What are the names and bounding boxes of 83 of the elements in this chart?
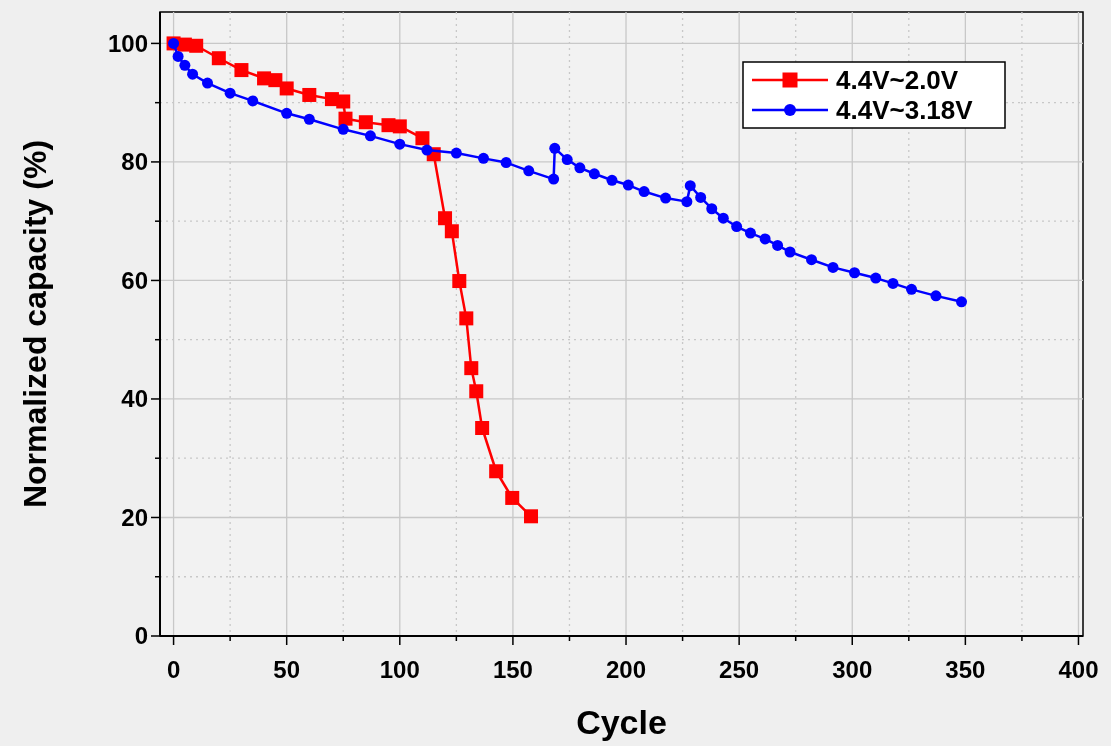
y-tick-label: 0: [134, 622, 148, 650]
point: [695, 191, 707, 203]
point: [234, 63, 249, 78]
point: [358, 115, 373, 130]
legend-label: 4.4V~3.18V: [836, 95, 974, 126]
point: [475, 421, 490, 435]
x-axis-title: Cycle: [576, 703, 667, 741]
x-tick-label: 400: [1058, 656, 1099, 683]
point: [478, 152, 489, 164]
x-tick-label: 200: [606, 656, 647, 683]
point: [189, 38, 204, 53]
point: [524, 509, 539, 524]
point: [549, 142, 561, 154]
point: [459, 311, 474, 326]
point: [772, 239, 784, 251]
point: [172, 50, 184, 62]
x-tick-label: 150: [492, 656, 533, 683]
point: [364, 130, 376, 142]
legend-label: 4.4V~2.0V: [836, 65, 959, 96]
point: [681, 196, 693, 208]
point: [827, 261, 839, 273]
point: [588, 168, 600, 180]
x-tick-label: 300: [832, 656, 873, 683]
point: [849, 267, 861, 279]
point: [622, 179, 634, 191]
point: [574, 162, 586, 174]
y-tick-label: 80: [121, 148, 148, 176]
point: [438, 211, 453, 226]
point: [505, 490, 520, 505]
point: [548, 173, 560, 185]
point: [281, 107, 293, 119]
point: [606, 174, 618, 186]
x-tick-label: 0: [166, 656, 181, 683]
y-tick-label: 100: [107, 29, 148, 57]
point: [394, 138, 406, 150]
x-tick-label: 350: [945, 656, 986, 683]
point: [638, 186, 650, 198]
point: [444, 224, 459, 239]
point: [684, 180, 696, 192]
point: [415, 131, 430, 146]
point: [731, 221, 743, 233]
point: [469, 384, 484, 399]
point: [336, 94, 351, 109]
point: [268, 73, 283, 88]
point: [452, 274, 467, 289]
x-tick-label: 250: [719, 656, 760, 683]
point: [717, 212, 729, 224]
y-axis-title: Normalized capacity (%): [17, 139, 53, 509]
point: [211, 51, 226, 66]
point: [759, 233, 771, 245]
point: [489, 464, 504, 479]
point: [247, 95, 259, 107]
point: [870, 272, 882, 284]
point: [930, 290, 942, 302]
point: [187, 68, 199, 80]
point: [450, 147, 462, 159]
point: [744, 227, 756, 239]
point: [523, 165, 535, 177]
point: [302, 87, 317, 102]
y-tick-label: 20: [121, 503, 148, 531]
point: [179, 59, 191, 71]
y-tick-label: 60: [121, 266, 148, 294]
point: [906, 283, 918, 295]
point: [956, 296, 968, 308]
point: [500, 157, 512, 169]
point: [337, 123, 349, 135]
point: [303, 113, 315, 125]
x-tick-label: 100: [379, 656, 420, 683]
point: [706, 203, 718, 215]
x-tick-label: 50: [273, 656, 301, 683]
point: [784, 246, 796, 258]
point: [806, 254, 818, 266]
point: [392, 119, 407, 134]
point: [202, 77, 214, 89]
point: [464, 361, 479, 376]
y-tick-label: 40: [121, 385, 148, 413]
point: [279, 81, 294, 96]
point: [421, 144, 433, 156]
point: [561, 154, 573, 166]
point: [338, 111, 353, 126]
point: [660, 192, 672, 204]
point: [887, 277, 899, 289]
point: [224, 87, 236, 99]
